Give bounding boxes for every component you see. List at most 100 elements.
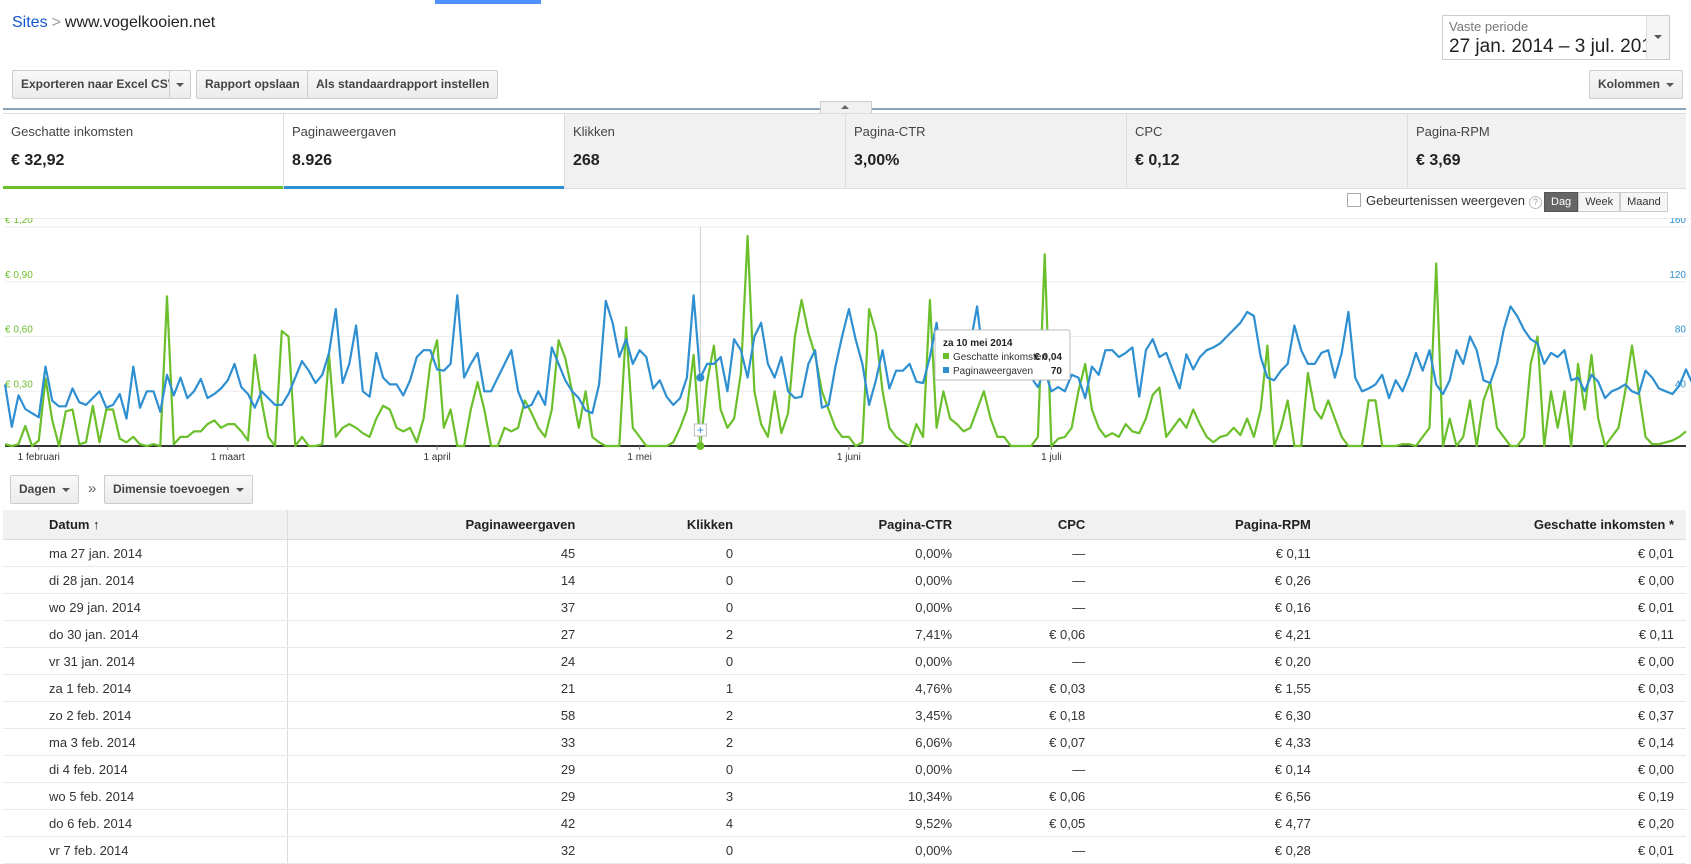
performance-chart[interactable]: € 1,20 160€ 0,90 120€ 0,60 80€ 0,30 401 febr…	[0, 218, 1691, 468]
table-row: wo 29 jan. 2014 37 0 0,00% — € 0,16 € 0,01	[3, 593, 1686, 621]
cell-clicks: 0	[589, 593, 748, 621]
metric-label: Pagina-RPM	[1416, 124, 1490, 139]
metric-label: Klikken	[573, 124, 615, 139]
granularity-day-button[interactable]: Dag	[1544, 192, 1579, 212]
cell-estimated-earnings: € 0,37	[1324, 701, 1686, 729]
breadcrumb-separator: >	[51, 14, 61, 31]
date-range-label: Vaste periode	[1449, 19, 1529, 34]
chevron-down-icon	[235, 487, 244, 492]
table-row: vr 7 feb. 2014 32 0 0,00% — € 0,28 € 0,01	[3, 836, 1686, 864]
cell-page-rpm: € 6,56	[1099, 782, 1325, 810]
export-csv-button[interactable]: Exporteren naar Excel CSV	[12, 70, 185, 99]
cell-clicks: 4	[589, 809, 748, 837]
cell-page-rpm: € 0,28	[1099, 836, 1325, 864]
cell-cpc: € 0,06	[966, 782, 1100, 810]
cell-date: ma 3 feb. 2014	[3, 728, 288, 756]
help-icon[interactable]: ?	[1529, 196, 1542, 209]
date-range-value: 27 jan. 2014 – 3 jul. 2014	[1449, 36, 1663, 57]
cell-pageviews: 42	[287, 809, 590, 837]
breadcrumb-site: www.vogelkooien.net	[64, 14, 216, 31]
metric-value: € 32,92	[11, 152, 65, 169]
set-default-report-button[interactable]: Als standaardrapport instellen	[307, 70, 499, 99]
series-line-estimated-earnings	[4, 235, 1687, 448]
y-axis-right-tick: 80	[1675, 325, 1687, 336]
date-range-dropdown-button[interactable]	[1646, 16, 1669, 59]
x-axis-tick-label: 1 mei	[627, 452, 651, 463]
cell-estimated-earnings: € 0,01	[1324, 836, 1686, 864]
cell-clicks: 2	[589, 620, 748, 648]
add-annotation-icon	[693, 423, 707, 437]
table-header-row: Datum ↑ Paginaweergaven Klikken Pagina-C…	[3, 510, 1686, 540]
cell-pageviews: 24	[287, 647, 590, 675]
column-header-pageviews[interactable]: Paginaweergaven	[287, 510, 590, 540]
metric-tab-pageviews[interactable]: Paginaweergaven 8.926	[284, 114, 565, 189]
column-header-estimated-earnings[interactable]: Geschatte inkomsten *	[1324, 510, 1686, 540]
metric-tab-page-rpm[interactable]: Pagina-RPM € 3,69	[1408, 114, 1686, 188]
cell-page-rpm: € 0,14	[1099, 755, 1325, 783]
metric-value: € 3,69	[1416, 152, 1461, 169]
chevron-down-icon	[61, 487, 70, 492]
column-header-date[interactable]: Datum ↑	[3, 510, 288, 540]
cell-page-rpm: € 4,33	[1099, 728, 1325, 756]
column-header-page-rpm[interactable]: Pagina-RPM	[1099, 510, 1325, 540]
cell-page-ctr: 0,00%	[747, 755, 967, 783]
top-tab-indicator	[435, 0, 541, 4]
cell-date: vr 7 feb. 2014	[3, 836, 288, 864]
x-axis-tick-label: 1 april	[423, 452, 450, 463]
tooltip-box	[934, 329, 1071, 381]
cell-date: vr 31 jan. 2014	[3, 647, 288, 675]
collapse-toggle[interactable]	[820, 101, 872, 113]
dimension-dagen-button[interactable]: Dagen	[10, 475, 79, 504]
cell-cpc: € 0,03	[966, 674, 1100, 702]
metric-tab-page-ctr[interactable]: Pagina-CTR 3,00%	[846, 114, 1127, 188]
x-axis-tick-label: 1 februari	[18, 452, 60, 463]
cell-page-ctr: 10,34%	[747, 782, 967, 810]
table-row: di 28 jan. 2014 14 0 0,00% — € 0,26 € 0,00	[3, 566, 1686, 594]
metric-tab-estimated-earnings[interactable]: Geschatte inkomsten € 32,92	[3, 114, 284, 189]
cell-page-ctr: 0,00%	[747, 539, 967, 567]
column-header-cpc[interactable]: CPC	[966, 510, 1100, 540]
cell-cpc: —	[966, 755, 1100, 783]
metric-tab-cpc[interactable]: CPC € 0,12	[1127, 114, 1408, 188]
columns-button[interactable]: Kolommen	[1589, 70, 1684, 99]
y-axis-left-tick: € 0,90	[5, 270, 33, 281]
cell-clicks: 0	[589, 836, 748, 864]
breadcrumb: Sites > www.vogelkooien.net	[12, 14, 215, 32]
column-header-clicks[interactable]: Klikken	[589, 510, 748, 540]
dimension-label: Dagen	[19, 482, 56, 496]
cell-estimated-earnings: € 0,00	[1324, 647, 1686, 675]
cell-estimated-earnings: € 0,03	[1324, 674, 1686, 702]
dimension-separator: »	[88, 480, 97, 497]
date-range-picker[interactable]: Vaste periode 27 jan. 2014 – 3 jul. 2014	[1442, 15, 1670, 60]
set-default-label: Als standaardrapport instellen	[316, 77, 490, 91]
cell-estimated-earnings: € 0,11	[1324, 620, 1686, 648]
show-events-checkbox[interactable]	[1347, 193, 1361, 207]
cell-clicks: 0	[589, 566, 748, 594]
save-report-button[interactable]: Rapport opslaan	[196, 70, 309, 99]
add-dimension-button[interactable]: Dimensie toevoegen	[104, 475, 253, 504]
cell-cpc: € 0,06	[966, 620, 1100, 648]
cell-estimated-earnings: € 0,00	[1324, 566, 1686, 594]
hover-point-pageviews	[696, 373, 705, 382]
metric-color-bar	[284, 186, 564, 189]
table-row: di 4 feb. 2014 29 0 0,00% — € 0,14 € 0,00	[3, 755, 1686, 783]
show-events-toggle[interactable]: Gebeurtenissen weergeven?	[1347, 193, 1542, 209]
cell-estimated-earnings: € 0,01	[1324, 539, 1686, 567]
metric-tab-clicks[interactable]: Klikken 268	[565, 114, 846, 188]
metric-label: Pagina-CTR	[854, 124, 926, 139]
breadcrumb-sites-link[interactable]: Sites	[12, 14, 48, 31]
table-row: wo 5 feb. 2014 29 3 10,34% € 0,06 € 6,56 € 0,1…	[3, 782, 1686, 810]
cell-date: do 30 jan. 2014	[3, 620, 288, 648]
cell-page-ctr: 3,45%	[747, 701, 967, 729]
tooltip-value: € 0,04	[1034, 352, 1062, 363]
cell-cpc: € 0,05	[966, 809, 1100, 837]
cell-clicks: 0	[589, 539, 748, 567]
metric-label: Paginaweergaven	[292, 124, 397, 139]
granularity-week-button[interactable]: Week	[1578, 192, 1621, 212]
cell-cpc: —	[966, 539, 1100, 567]
column-header-page-ctr[interactable]: Pagina-CTR	[747, 510, 967, 540]
cell-estimated-earnings: € 0,01	[1324, 593, 1686, 621]
show-events-label: Gebeurtenissen weergeven	[1366, 193, 1525, 208]
granularity-month-button[interactable]: Maand	[1620, 192, 1668, 212]
export-dropdown-button[interactable]	[169, 70, 191, 99]
